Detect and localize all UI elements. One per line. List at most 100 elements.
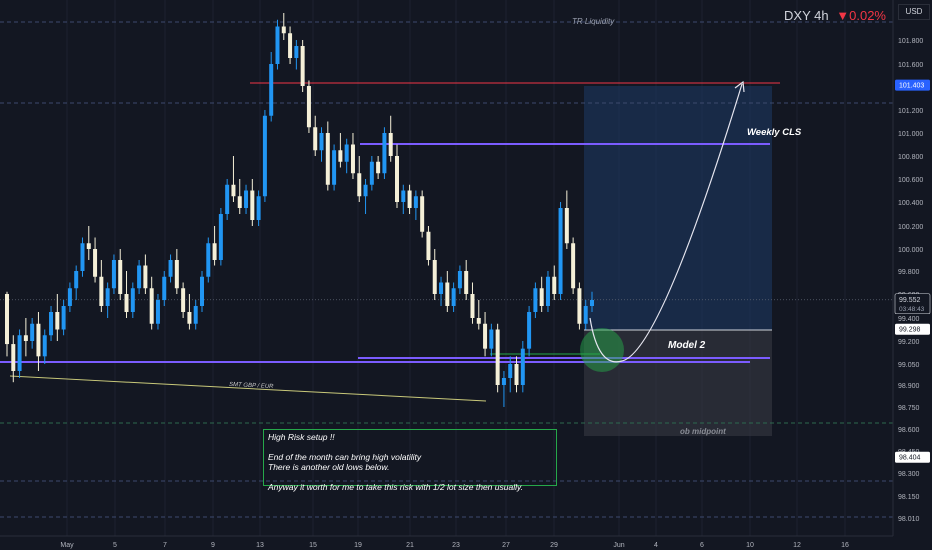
candle (395, 144, 399, 208)
y-tick-label: 99.800 (898, 269, 920, 276)
tr-liquidity-label: TR Liquidity (572, 17, 615, 26)
candle (74, 265, 79, 300)
candle (325, 121, 330, 191)
level-lines (0, 21, 893, 518)
candle (451, 282, 456, 312)
candle (501, 371, 506, 407)
down-arrow-icon: ▼ (836, 8, 850, 23)
price-axis[interactable]: 102.000101.800101.600101.400101.200101.0… (892, 0, 932, 550)
candle (545, 271, 550, 312)
candle (187, 294, 192, 330)
candle (363, 179, 368, 214)
candle (143, 254, 148, 294)
candle (61, 300, 66, 336)
candle (520, 341, 525, 393)
x-tick-label: 10 (746, 542, 754, 549)
candle (457, 265, 462, 294)
candle (137, 260, 142, 294)
candle (300, 40, 305, 92)
candle (193, 300, 198, 330)
candle (564, 190, 569, 249)
y-tick-label: 101.600 (898, 62, 923, 69)
x-tick-label: 7 (163, 542, 167, 549)
candle (67, 282, 72, 312)
note-line-2: End of the month can bring high volatili… (268, 452, 422, 462)
candle (407, 184, 412, 214)
candle (124, 271, 129, 318)
candle (225, 179, 230, 220)
x-tick-label: 4 (654, 542, 658, 549)
candle (23, 318, 28, 357)
note-line-3: There is another old lows below. (268, 462, 390, 472)
candle (118, 249, 123, 300)
candle (86, 226, 91, 260)
candle (558, 202, 563, 300)
price-badge: 99.298 (895, 323, 930, 335)
entry-circle (580, 328, 624, 372)
candle (155, 294, 160, 330)
y-tick-label: 101.800 (898, 38, 923, 45)
candle (149, 276, 154, 330)
x-tick-label: 15 (309, 542, 317, 549)
y-tick-label: 99.400 (898, 316, 920, 323)
candle (275, 19, 280, 70)
candle (426, 226, 431, 266)
weekly-cls-label: Weekly CLS (747, 127, 802, 138)
candle (55, 294, 60, 341)
x-tick-label: 13 (256, 542, 264, 549)
candle (508, 356, 513, 393)
x-tick-label: 27 (502, 542, 510, 549)
note-line-4: Anyway it worth for me to take this risk… (268, 482, 523, 492)
x-tick-label: 5 (113, 542, 117, 549)
projection-curve (589, 83, 743, 363)
projection-drawings (580, 80, 745, 372)
candle (294, 40, 299, 70)
projection-arrowhead (734, 80, 745, 93)
svg-text:98.404: 98.404 (899, 455, 921, 462)
x-tick-label: 9 (211, 542, 215, 549)
x-tick-label: 16 (841, 542, 849, 549)
candle (533, 282, 538, 318)
candle (489, 323, 494, 357)
candle (269, 52, 274, 122)
price-badge: 98.404 (895, 451, 930, 463)
y-tick-label: 101.000 (898, 131, 923, 138)
y-tick-label: 100.200 (898, 224, 923, 231)
ob-midpoint-label: ob midpoint (680, 427, 726, 436)
candle (483, 312, 488, 357)
x-tick-label: 29 (550, 542, 558, 549)
candle (413, 190, 418, 220)
currency-button[interactable]: USD (898, 4, 930, 20)
y-tick-label: 100.600 (898, 177, 923, 184)
y-tick-label: 100.000 (898, 247, 923, 254)
y-tick-label: 98.600 (898, 427, 920, 434)
candle (262, 110, 267, 202)
candle (200, 271, 204, 312)
candle (470, 282, 475, 324)
candle (206, 237, 211, 283)
candle (464, 260, 469, 300)
time-axis[interactable]: May 5 7 9 13 15 19 21 23 27 29 Jun 4 6 10 12 16 (0, 535, 893, 550)
candle (212, 226, 217, 266)
candle (244, 184, 249, 214)
candle (590, 291, 594, 312)
candle (313, 115, 318, 156)
candle (539, 276, 544, 312)
candle (432, 249, 437, 300)
candle (36, 312, 41, 371)
candle (445, 271, 450, 312)
candle (281, 13, 286, 40)
model-2-label: Model 2 (668, 340, 706, 351)
y-tick-label: 100.800 (898, 154, 923, 161)
candle (527, 306, 532, 357)
candle (174, 249, 179, 294)
risk-note: High Risk setup !! End of the month can … (263, 429, 557, 492)
candle (577, 282, 582, 330)
candle (42, 329, 47, 364)
candle (350, 133, 355, 179)
y-tick-label: 98.150 (898, 494, 920, 501)
ticker-header: DXY 4h ▼0.02% (784, 8, 886, 23)
candle (5, 291, 9, 357)
candle (288, 26, 293, 64)
